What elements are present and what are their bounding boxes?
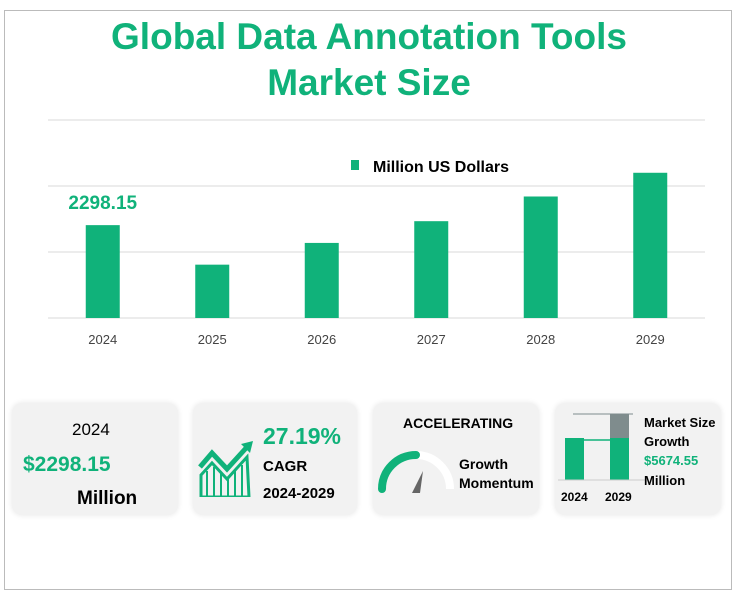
momentum-label-1: Growth — [459, 456, 508, 472]
x-tick-label: 2025 — [198, 332, 227, 347]
growth-mini-chart — [558, 413, 645, 481]
year-value: $2298.15 — [23, 453, 111, 476]
bar-2029-base — [610, 438, 629, 480]
bar-chart: 2024 2298.15 2025 2026 2027 2028 2029 Million … — [48, 119, 705, 347]
bar-2029 — [633, 172, 668, 318]
momentum-heading: ACCELERATING — [403, 415, 514, 431]
cagr-card: 27.19% CAGR 2024-2029 — [193, 403, 357, 515]
growth-card: 2024 2029 Market Size Growth $5674.55 Mi… — [555, 403, 721, 515]
gauge-needle — [412, 471, 423, 493]
growth-label-1: Market Size — [644, 415, 716, 430]
x-tick-label: 2029 — [636, 332, 665, 347]
bar-2025 — [195, 264, 230, 318]
momentum-card: ACCELERATING Growth Momentum — [373, 403, 539, 515]
bar-2027 — [414, 221, 449, 318]
year-unit: Million — [77, 488, 138, 509]
growth-value: $5674.55 — [644, 453, 699, 468]
growth-label-2: Growth — [644, 434, 690, 449]
growth-x2: 2029 — [605, 490, 632, 504]
bar-2028 — [523, 196, 558, 318]
year-card: 2024 $2298.15 Million — [12, 403, 178, 515]
cagr-period: 2024-2029 — [263, 485, 335, 502]
data-label: 2298.15 — [68, 193, 137, 214]
x-tick-label: 2028 — [526, 332, 555, 347]
x-tick-label: 2024 — [88, 332, 117, 347]
growth-unit: Million — [644, 473, 686, 488]
bar-2026 — [304, 242, 339, 318]
cagr-value: 27.19% — [263, 423, 342, 449]
year-label: 2024 — [72, 420, 110, 439]
cagr-label: CAGR — [263, 458, 308, 475]
frame — [4, 10, 732, 590]
legend-swatch — [351, 160, 359, 170]
bar-growth — [610, 414, 629, 438]
bar-2024 — [565, 438, 584, 480]
momentum-label-2: Momentum — [459, 475, 534, 491]
bar-2024 — [85, 225, 120, 318]
legend-label: Million US Dollars — [373, 159, 509, 176]
gauge-icon — [378, 451, 454, 493]
x-tick-label: 2027 — [417, 332, 446, 347]
growth-x1: 2024 — [561, 490, 588, 504]
title-line-2: Market Size — [267, 62, 471, 103]
page-title: Global Data Annotation Tools Market Size — [0, 14, 738, 106]
x-tick-label: 2026 — [307, 332, 336, 347]
growth-chart-icon — [198, 441, 253, 497]
title-line-1: Global Data Annotation Tools — [111, 16, 627, 57]
